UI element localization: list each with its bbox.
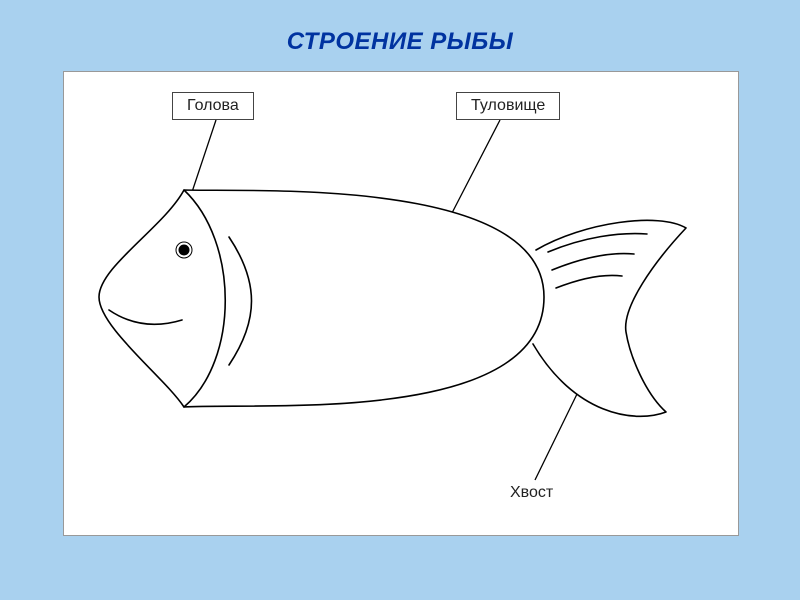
diagram-frame: Голова Туловище Хвост xyxy=(63,71,739,536)
fish-diagram xyxy=(64,72,738,535)
label-tail: Хвост xyxy=(510,484,553,502)
label-body: Туловище xyxy=(456,92,560,120)
label-head: Голова xyxy=(172,92,254,120)
page-title: СТРОЕНИЕ РЫБЫ xyxy=(0,28,800,56)
